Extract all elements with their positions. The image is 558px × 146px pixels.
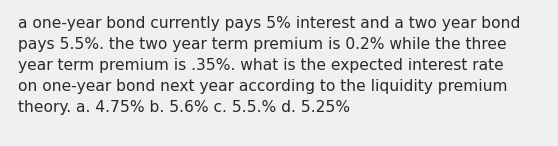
Text: a one-year bond currently pays 5% interest and a two year bond
pays 5.5%. the tw: a one-year bond currently pays 5% intere… [18, 16, 521, 115]
